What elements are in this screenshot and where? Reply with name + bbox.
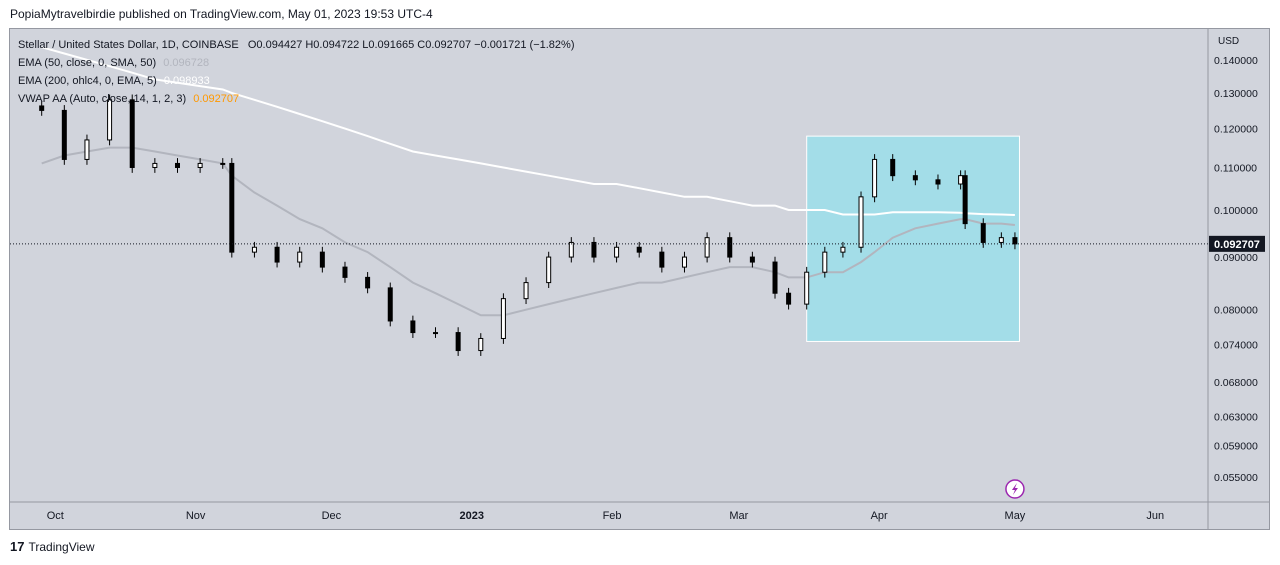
y-tick-label: 0.063000 bbox=[1214, 411, 1258, 423]
ema50-value: 0.096728 bbox=[163, 57, 210, 69]
y-tick-label: 0.120000 bbox=[1214, 124, 1258, 136]
ohlc-values: O0.094427 H0.094722 L0.091665 C0.092707 … bbox=[247, 39, 575, 51]
candle-body bbox=[681, 256, 687, 268]
y-tick-label: 0.074000 bbox=[1214, 339, 1258, 351]
x-tick-label: May bbox=[1005, 510, 1026, 522]
ema200-label: EMA (200, ohlc4, 0, EMA, 5) bbox=[18, 75, 157, 87]
candle-body bbox=[840, 246, 846, 253]
candle-body bbox=[659, 251, 665, 268]
x-tick-label: Dec bbox=[322, 510, 342, 522]
y-tick-label: 0.068000 bbox=[1214, 377, 1258, 389]
last-price-label: 0.092707 bbox=[1214, 239, 1260, 251]
candle-body bbox=[614, 246, 620, 258]
candle-body bbox=[61, 109, 67, 160]
candle-body bbox=[387, 287, 393, 322]
candle-body bbox=[998, 237, 1004, 243]
candle-body bbox=[890, 158, 896, 177]
symbol-title: Stellar / United States Dollar, 1D, COIN… bbox=[18, 39, 239, 51]
candle-body bbox=[962, 175, 968, 225]
ema200-value: 0.098933 bbox=[163, 75, 210, 87]
x-tick-label: Apr bbox=[871, 510, 888, 522]
candle-body bbox=[39, 105, 45, 111]
candle-body bbox=[523, 282, 529, 300]
candle-body bbox=[858, 196, 864, 248]
candle-body bbox=[84, 139, 90, 160]
footer: 17 TradingView bbox=[10, 539, 95, 554]
chart-legend: Stellar / United States Dollar, 1D, COIN… bbox=[18, 36, 574, 108]
candle-body bbox=[251, 246, 257, 253]
candle-body bbox=[786, 292, 792, 305]
candle-body bbox=[410, 320, 416, 334]
candle-body bbox=[591, 241, 597, 258]
vwap-value: 0.092707 bbox=[193, 93, 240, 105]
candle-body bbox=[546, 256, 552, 284]
candle-body bbox=[107, 99, 113, 141]
last-price-badge bbox=[1209, 235, 1265, 252]
chart-frame[interactable] bbox=[9, 28, 1270, 530]
x-tick-label: Feb bbox=[603, 510, 622, 522]
y-tick-label: 0.090000 bbox=[1214, 252, 1258, 264]
candle-body bbox=[804, 271, 810, 305]
candle-body bbox=[455, 332, 461, 352]
candle-body bbox=[727, 237, 733, 258]
candle-body bbox=[935, 179, 941, 185]
y-tick-label: 0.080000 bbox=[1214, 305, 1258, 317]
published-line: PopiaMytravelbirdie published on Trading… bbox=[10, 7, 433, 21]
legend-ema50-row[interactable]: EMA (50, close, 0, SMA, 50) 0.096728 bbox=[18, 54, 574, 72]
candle-body bbox=[478, 337, 484, 352]
candle-body bbox=[636, 246, 642, 253]
vwap-label: VWAP AA (Auto, close, 14, 1, 2, 3) bbox=[18, 93, 187, 105]
candle-body bbox=[1012, 237, 1018, 245]
ema200-line bbox=[41, 46, 1015, 216]
highlight-box bbox=[806, 135, 1020, 342]
candle-body bbox=[433, 332, 439, 335]
lightning-bolt-icon bbox=[1011, 483, 1018, 495]
candle-body bbox=[220, 162, 226, 165]
ema50-line bbox=[41, 146, 1016, 317]
legend-symbol-row: Stellar / United States Dollar, 1D, COIN… bbox=[18, 36, 574, 54]
candle-body bbox=[365, 276, 371, 289]
x-tick-label: Oct bbox=[47, 510, 64, 522]
y-tick-label: 0.110000 bbox=[1214, 162, 1257, 174]
legend-ema200-row[interactable]: EMA (200, ohlc4, 0, EMA, 5) 0.098933 bbox=[18, 72, 574, 90]
currency-label: USD bbox=[1218, 36, 1239, 47]
candle-body bbox=[174, 162, 180, 168]
candle-body bbox=[319, 251, 325, 268]
candle-body bbox=[912, 175, 918, 181]
ema50-label: EMA (50, close, 0, SMA, 50) bbox=[18, 57, 157, 69]
x-tick-label: Mar bbox=[729, 510, 748, 522]
candle-body bbox=[152, 162, 158, 168]
candle-body bbox=[129, 99, 135, 168]
y-tick-label: 0.055000 bbox=[1214, 472, 1258, 484]
tradingview-logo-icon[interactable]: 17 bbox=[10, 539, 25, 554]
candle-body bbox=[568, 241, 574, 258]
y-tick-label: 0.140000 bbox=[1214, 55, 1258, 67]
x-tick-label: 2023 bbox=[459, 510, 483, 522]
legend-vwap-row[interactable]: VWAP AA (Auto, close, 14, 1, 2, 3) 0.092… bbox=[18, 90, 574, 108]
candle-body bbox=[772, 261, 778, 294]
candle-body bbox=[197, 162, 203, 168]
candle-body bbox=[229, 162, 235, 253]
candle-body bbox=[274, 246, 280, 263]
candle-body bbox=[342, 266, 348, 278]
y-tick-label: 0.100000 bbox=[1214, 205, 1258, 217]
candle-body bbox=[958, 175, 964, 185]
candle-body bbox=[822, 251, 828, 273]
candle-body bbox=[704, 237, 710, 258]
x-tick-label: Jun bbox=[1146, 510, 1164, 522]
y-tick-label: 0.130000 bbox=[1214, 88, 1258, 100]
candle-body bbox=[749, 256, 755, 263]
y-tick-label: 0.059000 bbox=[1214, 441, 1258, 453]
candle-body bbox=[297, 251, 303, 263]
footer-brand[interactable]: TradingView bbox=[28, 539, 95, 554]
candle-body bbox=[872, 158, 878, 198]
x-tick-label: Nov bbox=[186, 510, 206, 522]
candle-body bbox=[500, 298, 506, 339]
candle-body bbox=[980, 223, 986, 243]
